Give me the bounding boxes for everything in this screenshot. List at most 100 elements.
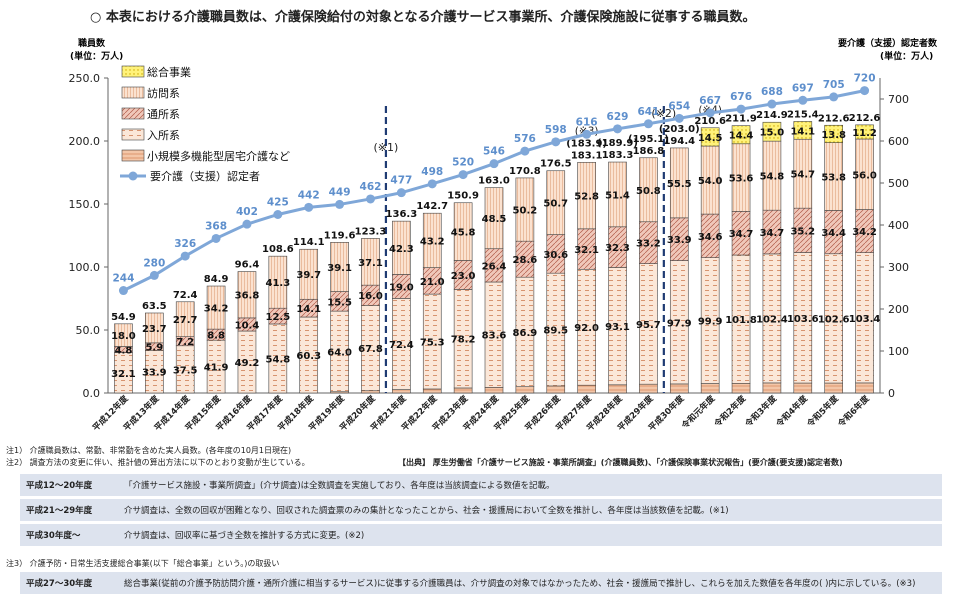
bar-segment-general <box>855 124 874 140</box>
certified-value-label: 326 <box>174 238 196 250</box>
bar-total-label: 176.5 <box>540 159 572 170</box>
certified-value-label: 546 <box>483 146 505 158</box>
bar-value-label: 16.0 <box>358 291 383 302</box>
bar-segment-visiting <box>669 147 689 219</box>
bar-value-label: 21.0 <box>420 277 445 288</box>
staff-chart: 0.0 50.0 100.0 150.0 200.0 250.0 0 100 200 300 400… <box>69 37 939 434</box>
y-axis-title: 職員数 <box>78 37 106 49</box>
bar-value-label: 56.0 <box>852 170 877 181</box>
bar-value-label: 45.8 <box>451 228 476 239</box>
certified-point <box>798 95 808 105</box>
y-tick-label: 200.0 <box>69 135 101 148</box>
bar-total-label: 63.5 <box>142 301 167 312</box>
bar-segment-small-multi <box>762 382 782 394</box>
bar-value-label: 4.8 <box>115 346 133 357</box>
bar-total-paren-label: (183.9) <box>566 138 607 149</box>
bar-value-label: 7.2 <box>176 337 194 348</box>
bar-segment-visiting <box>114 323 133 347</box>
bar-value-label: 34.7 <box>760 228 785 239</box>
y2-tick-label: 700 <box>888 93 909 106</box>
certified-point <box>705 108 715 118</box>
y2-tick-label: 200 <box>888 303 909 316</box>
bar-value-label: 33.9 <box>667 235 692 246</box>
bar-total-label: 212.6 <box>849 113 881 124</box>
bar-total-label: 96.4 <box>235 260 260 271</box>
bar-segment-visiting <box>515 177 535 242</box>
method-table: 平成12～20年度 「介護サービス施設・事業所調査」(介サ調査)は全数調査を実施… <box>20 474 942 549</box>
bar-segment-small-multi <box>669 383 689 394</box>
bar-value-label: 50.2 <box>513 206 538 217</box>
certified-point <box>396 188 406 198</box>
certified-value-label: 616 <box>576 116 598 128</box>
bar-value-label: 97.9 <box>667 318 692 329</box>
certified-point <box>211 233 221 243</box>
bar-value-label: 53.8 <box>821 173 846 184</box>
bar-segment-visiting <box>330 242 349 292</box>
bar-total-label: 84.9 <box>204 274 229 285</box>
bar-segment-general <box>824 124 843 143</box>
bar-total-label: 114.1 <box>293 237 325 248</box>
bar-segment-visiting <box>422 212 442 268</box>
bar-value-label: 34.2 <box>204 304 229 315</box>
bar-value-label: 28.6 <box>513 255 538 266</box>
bar-value-label: 15.0 <box>760 128 785 139</box>
bar-value-label: 34.7 <box>729 229 754 240</box>
bar-value-label: 10.4 <box>235 320 260 331</box>
x-tick-label: 令和4年度 <box>773 393 810 430</box>
bar-total-label: 214.9 <box>756 110 788 121</box>
certified-value-label: 520 <box>452 157 474 169</box>
certified-value-label: 280 <box>143 257 165 269</box>
bar-total-label: 183.1 <box>571 150 603 161</box>
bar-value-label: 41.3 <box>265 278 290 289</box>
bar-segment-general <box>793 121 813 140</box>
legend-swatch <box>121 128 145 141</box>
bar-value-label: 32.1 <box>111 369 136 380</box>
legend-line-marker <box>128 171 138 181</box>
method-text: 「介護サービス施設・事業所調査」(介サ調査)は全数調査を実施しており、各年度は当… <box>124 481 555 491</box>
certified-value-label: 442 <box>298 189 320 201</box>
y-tick-label: 250.0 <box>69 72 101 85</box>
bar-segment-visiting <box>145 312 164 344</box>
bar-value-label: 54.8 <box>760 172 785 183</box>
bar-segment-visiting <box>453 202 473 261</box>
y-tick-label: 150.0 <box>69 198 101 211</box>
bar-segment-visiting <box>175 301 195 337</box>
source-note: 【出典】 厚生労働省「介護サービス施設・事業所調査」(介護職員数)、「介護保険事… <box>398 458 843 467</box>
certified-value-label: 244 <box>112 273 134 285</box>
bar-value-label: 39.7 <box>296 270 321 281</box>
x-tick-label: 令和5年度 <box>804 393 841 430</box>
bar-segment-visiting <box>206 285 226 330</box>
bar-value-label: 51.4 <box>605 190 630 201</box>
bar-value-label: 15.5 <box>327 297 352 308</box>
bar-total-paren-label: (195.1) <box>628 134 669 145</box>
bar-value-label: 34.6 <box>698 232 723 243</box>
y2-tick-label: 0 <box>888 387 895 400</box>
bar-total-label: 150.9 <box>447 191 479 202</box>
bar-segment-visiting <box>546 170 566 235</box>
bar-value-label: 78.2 <box>451 335 476 346</box>
bar-value-label: 53.6 <box>729 174 754 185</box>
certified-point <box>860 86 870 96</box>
certified-value-label: 654 <box>668 100 690 112</box>
bar-value-label: 14.5 <box>698 133 723 144</box>
bar-value-label: 60.3 <box>296 351 321 362</box>
y-axis-unit: (単位：万人) <box>70 50 123 62</box>
bar-value-label: 23.7 <box>142 324 167 335</box>
bar-value-label: 101.8 <box>725 315 757 326</box>
bar-value-label: 30.6 <box>543 250 568 261</box>
certified-value-label: 697 <box>792 82 814 94</box>
bar-value-label: 75.3 <box>420 338 445 349</box>
method-period: 平成30年度～ <box>26 531 81 541</box>
bar-segment-general <box>731 125 751 145</box>
method-period: 平成12～20年度 <box>26 481 93 491</box>
bar-value-label: 67.8 <box>358 344 383 355</box>
certified-point <box>829 92 839 102</box>
note3-text: 総合事業(従前の介護予防訪問介護・通所介護に相当するサービス)に従事する介護職員… <box>124 579 916 589</box>
bar-value-label: 102.4 <box>756 314 788 325</box>
certified-point <box>613 124 623 134</box>
bar-value-label: 99.9 <box>698 317 723 328</box>
x-tick-label: 令和6年度 <box>835 393 872 430</box>
bar-total-paren-label: (203.0) <box>659 124 700 135</box>
bar-total-label: 136.3 <box>386 209 418 220</box>
bar-segment-visiting <box>484 187 504 250</box>
